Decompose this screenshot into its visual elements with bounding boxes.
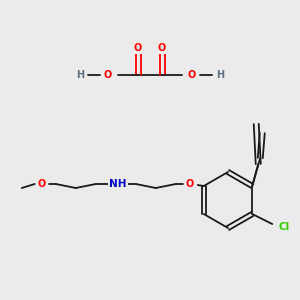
Text: H: H	[216, 70, 224, 80]
Text: O: O	[104, 70, 112, 80]
Text: NH: NH	[109, 179, 127, 189]
Text: H: H	[76, 70, 84, 80]
Text: O: O	[186, 179, 194, 189]
Text: O: O	[158, 43, 166, 53]
Text: O: O	[38, 179, 46, 189]
Text: O: O	[134, 43, 142, 53]
Text: O: O	[188, 70, 196, 80]
Text: Cl: Cl	[279, 222, 290, 232]
